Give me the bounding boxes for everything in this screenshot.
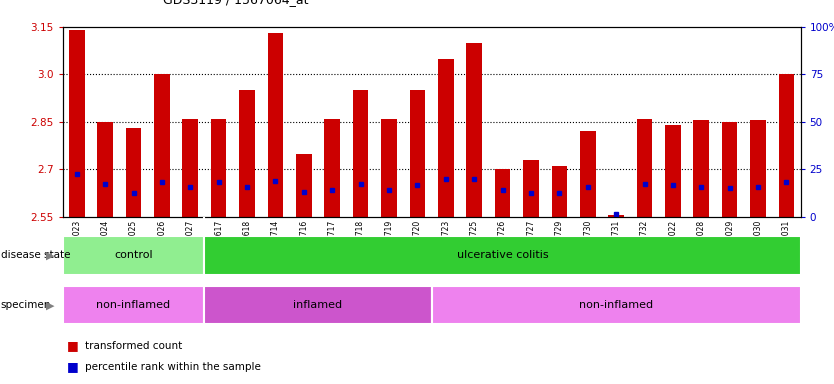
Text: GSM240030: GSM240030 — [754, 220, 762, 266]
Text: GSM240031: GSM240031 — [782, 220, 791, 266]
Text: GSM239729: GSM239729 — [555, 220, 564, 266]
Bar — [183, 119, 198, 217]
Text: GSM239717: GSM239717 — [328, 220, 337, 266]
Text: GSM239726: GSM239726 — [498, 220, 507, 266]
Text: GSM240023: GSM240023 — [73, 220, 81, 266]
Text: inflamed: inflamed — [294, 300, 343, 310]
Text: ▶: ▶ — [46, 250, 54, 260]
Text: specimen: specimen — [1, 300, 51, 310]
Text: GSM239618: GSM239618 — [243, 220, 252, 266]
Text: GSM239716: GSM239716 — [299, 220, 309, 266]
Text: disease state: disease state — [1, 250, 70, 260]
Bar — [211, 119, 227, 217]
Bar — [239, 90, 255, 217]
Bar — [268, 33, 284, 217]
Text: GSM239714: GSM239714 — [271, 220, 280, 266]
Text: GSM240026: GSM240026 — [158, 220, 167, 266]
Bar — [551, 166, 567, 217]
Bar — [636, 119, 652, 217]
Text: non-inflamed: non-inflamed — [97, 300, 171, 310]
Bar — [381, 119, 397, 217]
Text: GSM240025: GSM240025 — [129, 220, 138, 266]
Bar — [438, 58, 454, 217]
Bar — [694, 120, 709, 217]
Text: ▶: ▶ — [46, 300, 54, 310]
Text: non-inflamed: non-inflamed — [579, 300, 653, 310]
Bar — [63, 286, 204, 324]
Bar — [69, 30, 84, 217]
Text: GSM239718: GSM239718 — [356, 220, 365, 266]
Bar — [722, 122, 737, 217]
Text: GSM239731: GSM239731 — [611, 220, 620, 266]
Text: GSM239730: GSM239730 — [583, 220, 592, 266]
Text: GSM239719: GSM239719 — [384, 220, 394, 266]
Text: GSM240022: GSM240022 — [668, 220, 677, 266]
Bar — [204, 286, 432, 324]
Text: GSM240028: GSM240028 — [696, 220, 706, 266]
Bar — [432, 286, 801, 324]
Text: percentile rank within the sample: percentile rank within the sample — [85, 362, 261, 372]
Bar — [523, 160, 539, 217]
Text: control: control — [114, 250, 153, 260]
Bar — [580, 131, 595, 217]
Text: GSM239732: GSM239732 — [640, 220, 649, 266]
Text: ulcerative colitis: ulcerative colitis — [457, 250, 549, 260]
Bar — [751, 120, 766, 217]
Text: GSM240024: GSM240024 — [101, 220, 109, 266]
Bar — [98, 122, 113, 217]
Text: GSM239723: GSM239723 — [441, 220, 450, 266]
Text: ■: ■ — [67, 360, 78, 373]
Bar — [466, 43, 482, 217]
Bar — [63, 236, 204, 275]
Text: GSM239725: GSM239725 — [470, 220, 479, 266]
Bar — [324, 119, 340, 217]
Text: GSM239617: GSM239617 — [214, 220, 224, 266]
Bar — [409, 90, 425, 217]
Bar — [779, 74, 794, 217]
Text: ■: ■ — [67, 339, 78, 352]
Text: GSM240029: GSM240029 — [726, 220, 734, 266]
Text: GSM239727: GSM239727 — [526, 220, 535, 266]
Text: GDS3119 / 1567064_at: GDS3119 / 1567064_at — [163, 0, 308, 6]
Text: transformed count: transformed count — [85, 341, 183, 351]
Bar — [154, 74, 169, 217]
Text: GSM240027: GSM240027 — [186, 220, 195, 266]
Bar — [608, 215, 624, 217]
Bar — [353, 90, 369, 217]
Bar — [126, 128, 141, 217]
Bar — [204, 236, 801, 275]
Text: GSM239720: GSM239720 — [413, 220, 422, 266]
Bar — [495, 169, 510, 217]
Bar — [665, 125, 681, 217]
Bar — [296, 154, 312, 217]
